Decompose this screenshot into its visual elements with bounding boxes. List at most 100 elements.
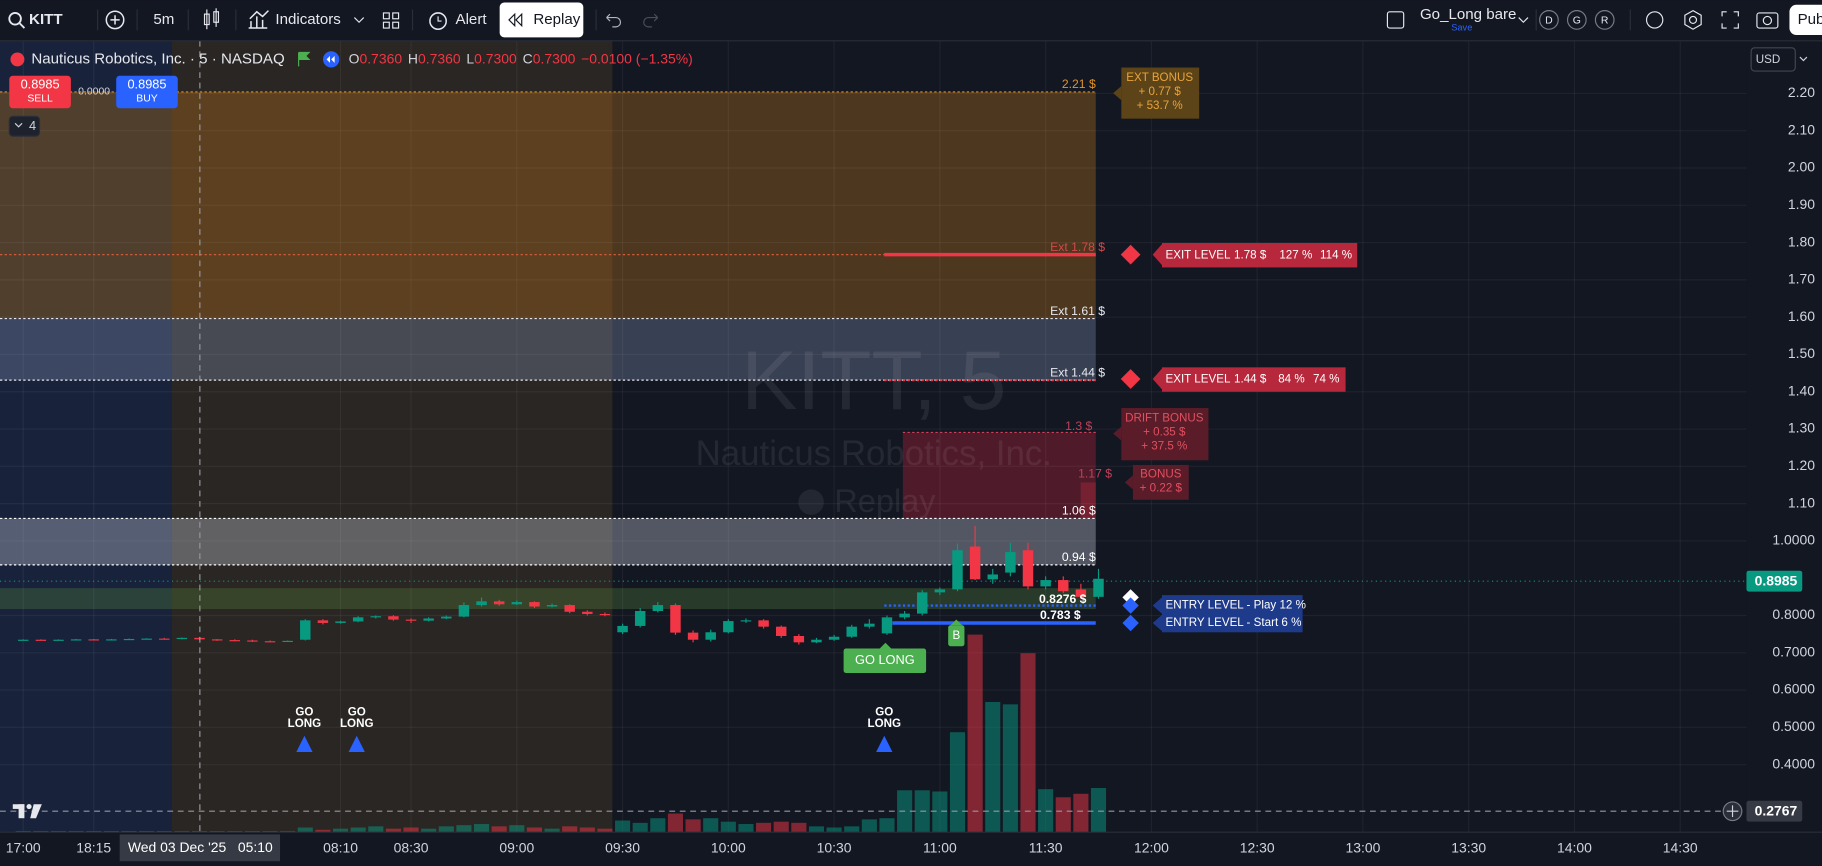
collapse-button[interactable] <box>8 115 41 137</box>
candle-body <box>881 617 893 634</box>
publish-button[interactable] <box>1789 4 1822 36</box>
chart-type-icon[interactable] <box>203 8 220 30</box>
fullscreen[interactable] <box>1721 11 1739 29</box>
screenshot[interactable] <box>1756 12 1779 29</box>
badge <box>843 648 927 673</box>
x-tick-label: 13:30 <box>1451 840 1486 856</box>
y-tick-label: 1.60 <box>1788 308 1815 324</box>
volume-bar <box>332 828 349 833</box>
signal: GO LONG <box>288 706 321 752</box>
indicators[interactable]: Indicators <box>275 11 340 28</box>
volume-bar <box>650 818 666 833</box>
candle-body <box>159 638 170 640</box>
last-price: 0.8985 <box>1755 572 1798 588</box>
marker <box>948 625 965 647</box>
profile[interactable] <box>1594 10 1615 30</box>
publish: Pub <box>1798 11 1822 28</box>
candle-body <box>723 621 734 633</box>
logo-part <box>30 804 42 819</box>
box-text: 84 % <box>1278 373 1304 386</box>
profile[interactable] <box>1539 10 1559 30</box>
candle-body <box>1040 580 1051 587</box>
candle-body <box>934 589 946 593</box>
logo-part <box>26 804 32 810</box>
add-symbol[interactable] <box>105 10 125 30</box>
layout-name[interactable]: Go_Long bare <box>1420 6 1517 23</box>
x-tick-label: 09:00 <box>499 840 534 856</box>
search-icon[interactable] <box>8 12 22 26</box>
chevron[interactable] <box>353 17 365 24</box>
candle-body <box>811 639 822 643</box>
ext-bonus-box: EXT BONUS + 0.77 $ + 53.7 % <box>1113 67 1200 119</box>
redo[interactable] <box>643 13 659 28</box>
exit-level-box: EXIT LEVEL 1.78 $ 127 % 114 % <box>1120 243 1358 268</box>
crosshair-price: 0.2767 <box>1755 802 1798 818</box>
candle-body <box>864 623 875 627</box>
drift-bonus-zone <box>902 432 1096 519</box>
volume-bar <box>1002 704 1018 833</box>
volume-bar <box>756 822 772 833</box>
volume-bar <box>385 828 401 833</box>
volume-bar <box>1020 653 1036 833</box>
sell-button[interactable] <box>9 75 71 109</box>
candle-body <box>1022 550 1034 587</box>
alert-icon <box>437 16 442 22</box>
candle-body <box>582 611 593 614</box>
settings[interactable] <box>1684 9 1702 30</box>
profile[interactable] <box>1566 10 1587 30</box>
box-text: EXIT LEVEL <box>1165 248 1231 261</box>
volume-bar <box>368 826 384 833</box>
candle-body <box>546 605 558 607</box>
buy-button[interactable] <box>116 75 178 109</box>
x-tick-label: 12:00 <box>1134 840 1169 856</box>
alert[interactable]: Alert <box>456 11 488 28</box>
volume-bar <box>579 827 595 833</box>
buy-price: 0.8985 <box>127 76 166 91</box>
sell-price: 0.8985 <box>21 76 60 91</box>
signal: GO LONG <box>340 706 374 752</box>
interval[interactable]: 5m <box>153 11 174 28</box>
candle-body <box>899 613 910 618</box>
entry-zone <box>0 588 1096 610</box>
y-tick-label: 2.10 <box>1788 121 1815 137</box>
level-label: 2.21 $ <box>1062 77 1096 91</box>
volume-bar <box>667 813 684 833</box>
save[interactable]: Save <box>1451 22 1472 32</box>
search-icon <box>19 22 26 29</box>
candle-body <box>828 636 840 640</box>
layout-icon[interactable] <box>1386 11 1405 29</box>
level-label: 1.17 $ <box>1078 466 1112 480</box>
box-text: EXIT LEVEL <box>1165 373 1231 386</box>
signal-text: LONG <box>340 717 374 730</box>
level-lines <box>0 91 1747 625</box>
volume-bar <box>1038 789 1054 833</box>
marker-pointer <box>950 619 963 626</box>
candle-body <box>300 620 311 640</box>
level-label: Ext 1.61 $ <box>1050 304 1105 318</box>
candle-body <box>1058 580 1069 592</box>
buy-marker: B <box>948 619 965 647</box>
candle-body <box>264 641 276 643</box>
replay-button[interactable] <box>499 2 584 38</box>
x-tick-label: 18:15 <box>76 840 111 856</box>
price-axis <box>1746 40 1822 833</box>
x-tick-label: 17:00 <box>6 840 41 856</box>
box-text: 127 % <box>1279 248 1312 261</box>
symbol[interactable]: KITT <box>29 11 63 28</box>
box-text: 114 % <box>1320 248 1352 261</box>
ext-bonus-zone <box>0 91 1096 319</box>
candle-body <box>599 613 611 616</box>
chevron[interactable] <box>1518 17 1529 24</box>
indicators-count: 4 <box>29 118 36 133</box>
crosshair-price-tag <box>1746 800 1803 822</box>
volume-bar <box>1055 797 1071 833</box>
currency-button[interactable] <box>1750 47 1796 72</box>
layouts-icon[interactable] <box>382 12 400 29</box>
alert-icon <box>429 12 447 30</box>
candle-body <box>388 616 399 620</box>
replay-glyph <box>326 55 335 63</box>
undo[interactable] <box>606 13 622 28</box>
quick-search[interactable] <box>1645 11 1664 29</box>
